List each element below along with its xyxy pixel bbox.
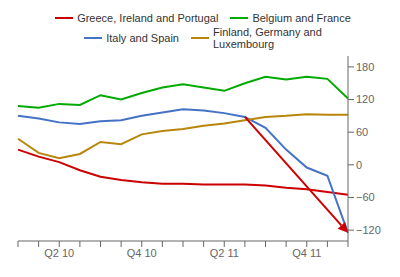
svg-text:Q4 11: Q4 11 [292,247,321,259]
svg-text:Q4 10: Q4 10 [127,247,157,259]
svg-text:−120: −120 [356,224,381,236]
html-text:Greece, Ireland and Portugal: Greece, Ireland and Portugal [77,12,219,24]
html-text:Finland, Germany and Luxembour: Finland, Germany and Luxembourg [213,26,322,50]
svg-text:−60: −60 [356,191,375,203]
svg-text:Q2 11: Q2 11 [210,247,239,259]
svg-text:60: 60 [356,126,368,138]
svg-text:Q2 10: Q2 10 [44,247,74,259]
html-text:Belgium and France: Belgium and France [252,12,351,24]
svg-text:0: 0 [356,159,362,171]
svg-text:180: 180 [356,61,374,73]
html-text:Italy and Spain: Italy and Spain [106,32,179,44]
svg-text:120: 120 [356,93,374,105]
